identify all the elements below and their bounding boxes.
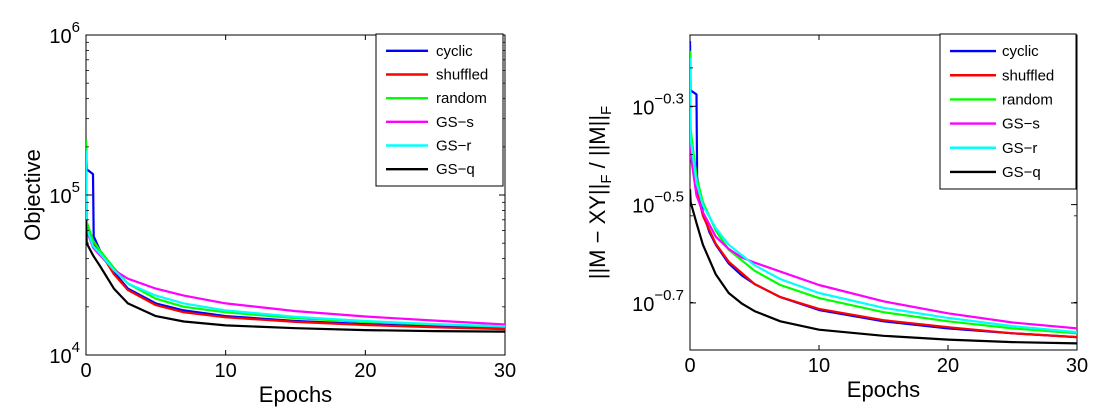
- x-tick-label: 10: [808, 355, 830, 377]
- x-tick-label: 10: [215, 360, 237, 382]
- x-axis-label: Epochs: [847, 377, 920, 402]
- legend-entry: cyclic: [436, 43, 473, 60]
- legend-entry: GS−r: [1002, 140, 1037, 157]
- x-tick-label: 30: [1066, 355, 1088, 377]
- x-axis-label: Epochs: [259, 382, 332, 407]
- series-group: [690, 41, 1077, 345]
- y-axis-label: ||M − XY||F / ||M||F: [585, 106, 615, 279]
- y-tick-label: 10−0.5: [632, 189, 684, 218]
- x-tick-label: 30: [494, 360, 516, 382]
- y-tick-label: 104: [49, 339, 80, 368]
- objective-plot: 0 10 20 30 104 105 106 Epochs Objective cyclic shu…: [20, 19, 516, 407]
- legend: cyclic shuffled random GS−s GS−r GS−q: [375, 33, 504, 187]
- y-tick-label: 10−0.7: [632, 287, 684, 316]
- legend-entry: GS−q: [436, 161, 475, 178]
- relative-error-plot: 0 10 20 30 10−0.3 10−0.5 10−0.7 Epochs ||M − XY|…: [585, 33, 1088, 402]
- legend-entry: GS−r: [436, 138, 471, 155]
- series-line-5: [86, 219, 505, 333]
- legend-box: [939, 33, 1077, 190]
- y-axis-label: Objective: [20, 149, 45, 241]
- legend-entry: GS−q: [1002, 164, 1041, 181]
- x-tick-label: 0: [684, 355, 695, 377]
- y-tick-label: 105: [49, 179, 80, 208]
- legend-entry: GS−s: [1002, 116, 1040, 133]
- y-tick-label: 106: [49, 19, 80, 48]
- legend-entry: GS−s: [436, 114, 474, 131]
- series-line-0: [690, 41, 1077, 339]
- legend-entry: random: [1002, 91, 1053, 108]
- series-line-5: [690, 189, 1077, 345]
- x-tick-label: 20: [354, 360, 376, 382]
- x-tick-label: 0: [80, 360, 91, 382]
- legend-box: [375, 33, 504, 187]
- legend-entry: cyclic: [1002, 43, 1039, 60]
- legend-entry: shuffled: [1002, 67, 1054, 84]
- series-group: [86, 140, 505, 333]
- series-line-4: [86, 150, 505, 328]
- legend-entry: random: [436, 90, 487, 107]
- series-line-4: [690, 57, 1077, 334]
- legend: cyclic shuffled random GS−s GS−r GS−q: [939, 33, 1077, 190]
- x-tick-label: 20: [937, 355, 959, 377]
- legend-entry: shuffled: [436, 67, 488, 84]
- y-tick-label: 10−0.3: [632, 90, 684, 119]
